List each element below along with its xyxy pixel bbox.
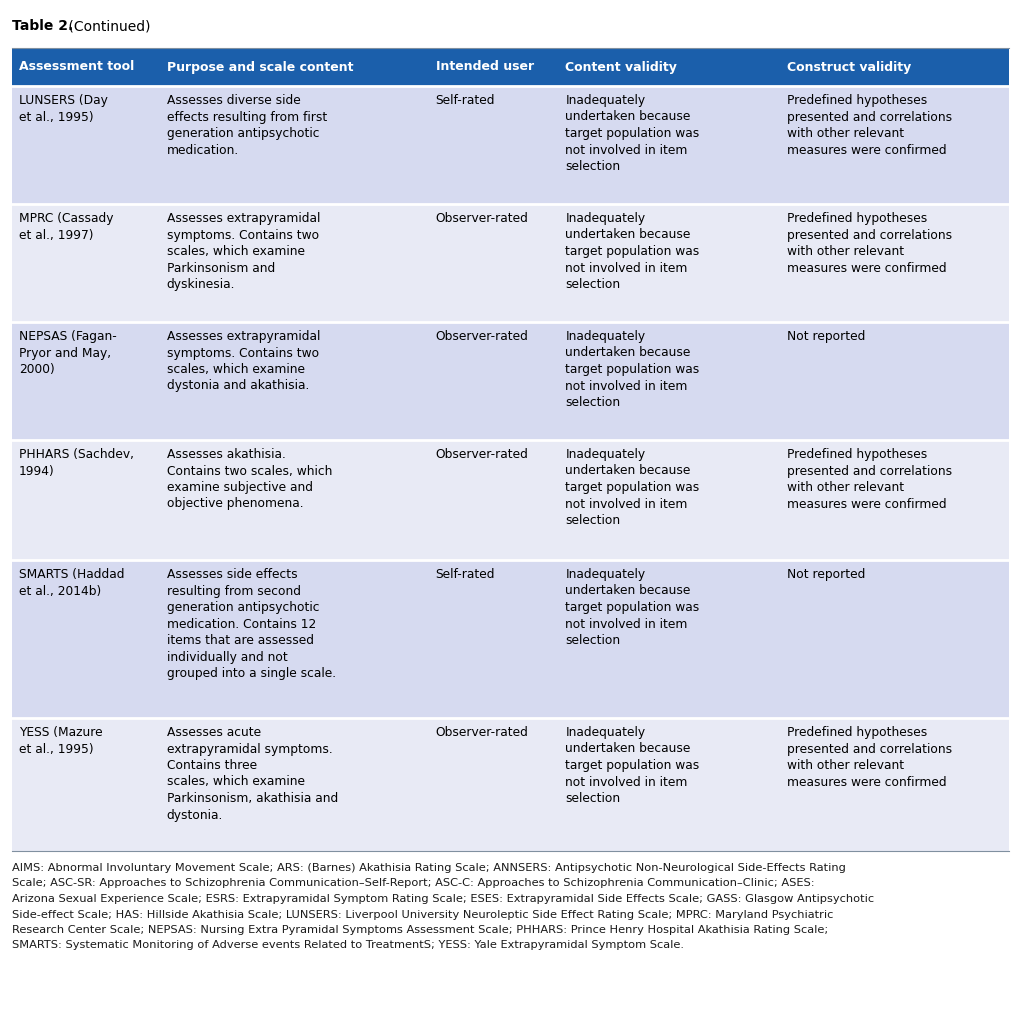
Bar <box>12 440 1009 560</box>
Text: Predefined hypotheses
presented and correlations
with other relevant
measures we: Predefined hypotheses presented and corr… <box>787 449 952 511</box>
Text: SMARTS (Haddad
et al., 2014b): SMARTS (Haddad et al., 2014b) <box>19 568 125 597</box>
Text: Observer-rated: Observer-rated <box>436 212 529 225</box>
Text: Not reported: Not reported <box>787 330 865 343</box>
Text: Predefined hypotheses
presented and correlations
with other relevant
measures we: Predefined hypotheses presented and corr… <box>787 726 952 788</box>
Text: Assesses acute
extrapyramidal symptoms.
Contains three
scales, which examine
Par: Assesses acute extrapyramidal symptoms. … <box>166 726 338 821</box>
Bar <box>12 86 1009 204</box>
Text: MPRC (Cassady
et al., 1997): MPRC (Cassady et al., 1997) <box>19 212 113 242</box>
Text: Not reported: Not reported <box>787 568 865 581</box>
Text: Observer-rated: Observer-rated <box>436 449 529 461</box>
Text: Observer-rated: Observer-rated <box>436 330 529 343</box>
Text: Inadequately
undertaken because
target population was
not involved in item
selec: Inadequately undertaken because target p… <box>566 726 699 805</box>
Text: Table 2.: Table 2. <box>12 19 74 33</box>
Text: LUNSERS (Day
et al., 1995): LUNSERS (Day et al., 1995) <box>19 94 108 124</box>
Text: Side-effect Scale; HAS: Hillside Akathisia Scale; LUNSERS: Liverpool University : Side-effect Scale; HAS: Hillside Akathis… <box>12 909 833 920</box>
Bar <box>12 48 1009 86</box>
Text: Arizona Sexual Experience Scale; ESRS: Extrapyramidal Symptom Rating Scale; ESES: Arizona Sexual Experience Scale; ESRS: E… <box>12 894 874 904</box>
Text: Assesses side effects
resulting from second
generation antipsychotic
medication.: Assesses side effects resulting from sec… <box>166 568 336 680</box>
Text: Assesses diverse side
effects resulting from first
generation antipsychotic
medi: Assesses diverse side effects resulting … <box>166 94 327 157</box>
Text: Content validity: Content validity <box>566 60 677 74</box>
Text: Assesses extrapyramidal
symptoms. Contains two
scales, which examine
dystonia an: Assesses extrapyramidal symptoms. Contai… <box>166 330 320 392</box>
Text: Observer-rated: Observer-rated <box>436 726 529 739</box>
Text: Research Center Scale; NEPSAS: Nursing Extra Pyramidal Symptoms Assessment Scale: Research Center Scale; NEPSAS: Nursing E… <box>12 925 828 935</box>
Bar <box>12 560 1009 718</box>
Text: (Continued): (Continued) <box>64 19 150 33</box>
Text: AIMS: Abnormal Involuntary Movement Scale; ARS: (Barnes) Akathisia Rating Scale;: AIMS: Abnormal Involuntary Movement Scal… <box>12 863 845 873</box>
Text: Inadequately
undertaken because
target population was
not involved in item
selec: Inadequately undertaken because target p… <box>566 330 699 409</box>
Text: YESS (Mazure
et al., 1995): YESS (Mazure et al., 1995) <box>19 726 103 756</box>
Text: Self-rated: Self-rated <box>436 568 495 581</box>
Text: Assesses extrapyramidal
symptoms. Contains two
scales, which examine
Parkinsonis: Assesses extrapyramidal symptoms. Contai… <box>166 212 320 291</box>
Text: Self-rated: Self-rated <box>436 94 495 106</box>
Bar <box>12 718 1009 851</box>
Text: Assessment tool: Assessment tool <box>19 60 134 74</box>
Text: PHHARS (Sachdev,
1994): PHHARS (Sachdev, 1994) <box>19 449 134 477</box>
Bar <box>12 322 1009 440</box>
Text: Inadequately
undertaken because
target population was
not involved in item
selec: Inadequately undertaken because target p… <box>566 94 699 173</box>
Text: Inadequately
undertaken because
target population was
not involved in item
selec: Inadequately undertaken because target p… <box>566 212 699 291</box>
Text: SMARTS: Systematic Monitoring of Adverse events Related to TreatmentS; YESS: Yal: SMARTS: Systematic Monitoring of Adverse… <box>12 940 684 950</box>
Bar <box>12 204 1009 322</box>
Text: Construct validity: Construct validity <box>787 60 911 74</box>
Text: Scale; ASC-SR: Approaches to Schizophrenia Communication–Self-Report; ASC-C: App: Scale; ASC-SR: Approaches to Schizophren… <box>12 879 815 889</box>
Text: Inadequately
undertaken because
target population was
not involved in item
selec: Inadequately undertaken because target p… <box>566 568 699 647</box>
Text: Predefined hypotheses
presented and correlations
with other relevant
measures we: Predefined hypotheses presented and corr… <box>787 212 952 274</box>
Text: Inadequately
undertaken because
target population was
not involved in item
selec: Inadequately undertaken because target p… <box>566 449 699 527</box>
Text: Intended user: Intended user <box>436 60 534 74</box>
Text: Purpose and scale content: Purpose and scale content <box>166 60 353 74</box>
Text: NEPSAS (Fagan-
Pryor and May,
2000): NEPSAS (Fagan- Pryor and May, 2000) <box>19 330 116 376</box>
Text: Assesses akathisia.
Contains two scales, which
examine subjective and
objective : Assesses akathisia. Contains two scales,… <box>166 449 332 511</box>
Text: Predefined hypotheses
presented and correlations
with other relevant
measures we: Predefined hypotheses presented and corr… <box>787 94 952 157</box>
